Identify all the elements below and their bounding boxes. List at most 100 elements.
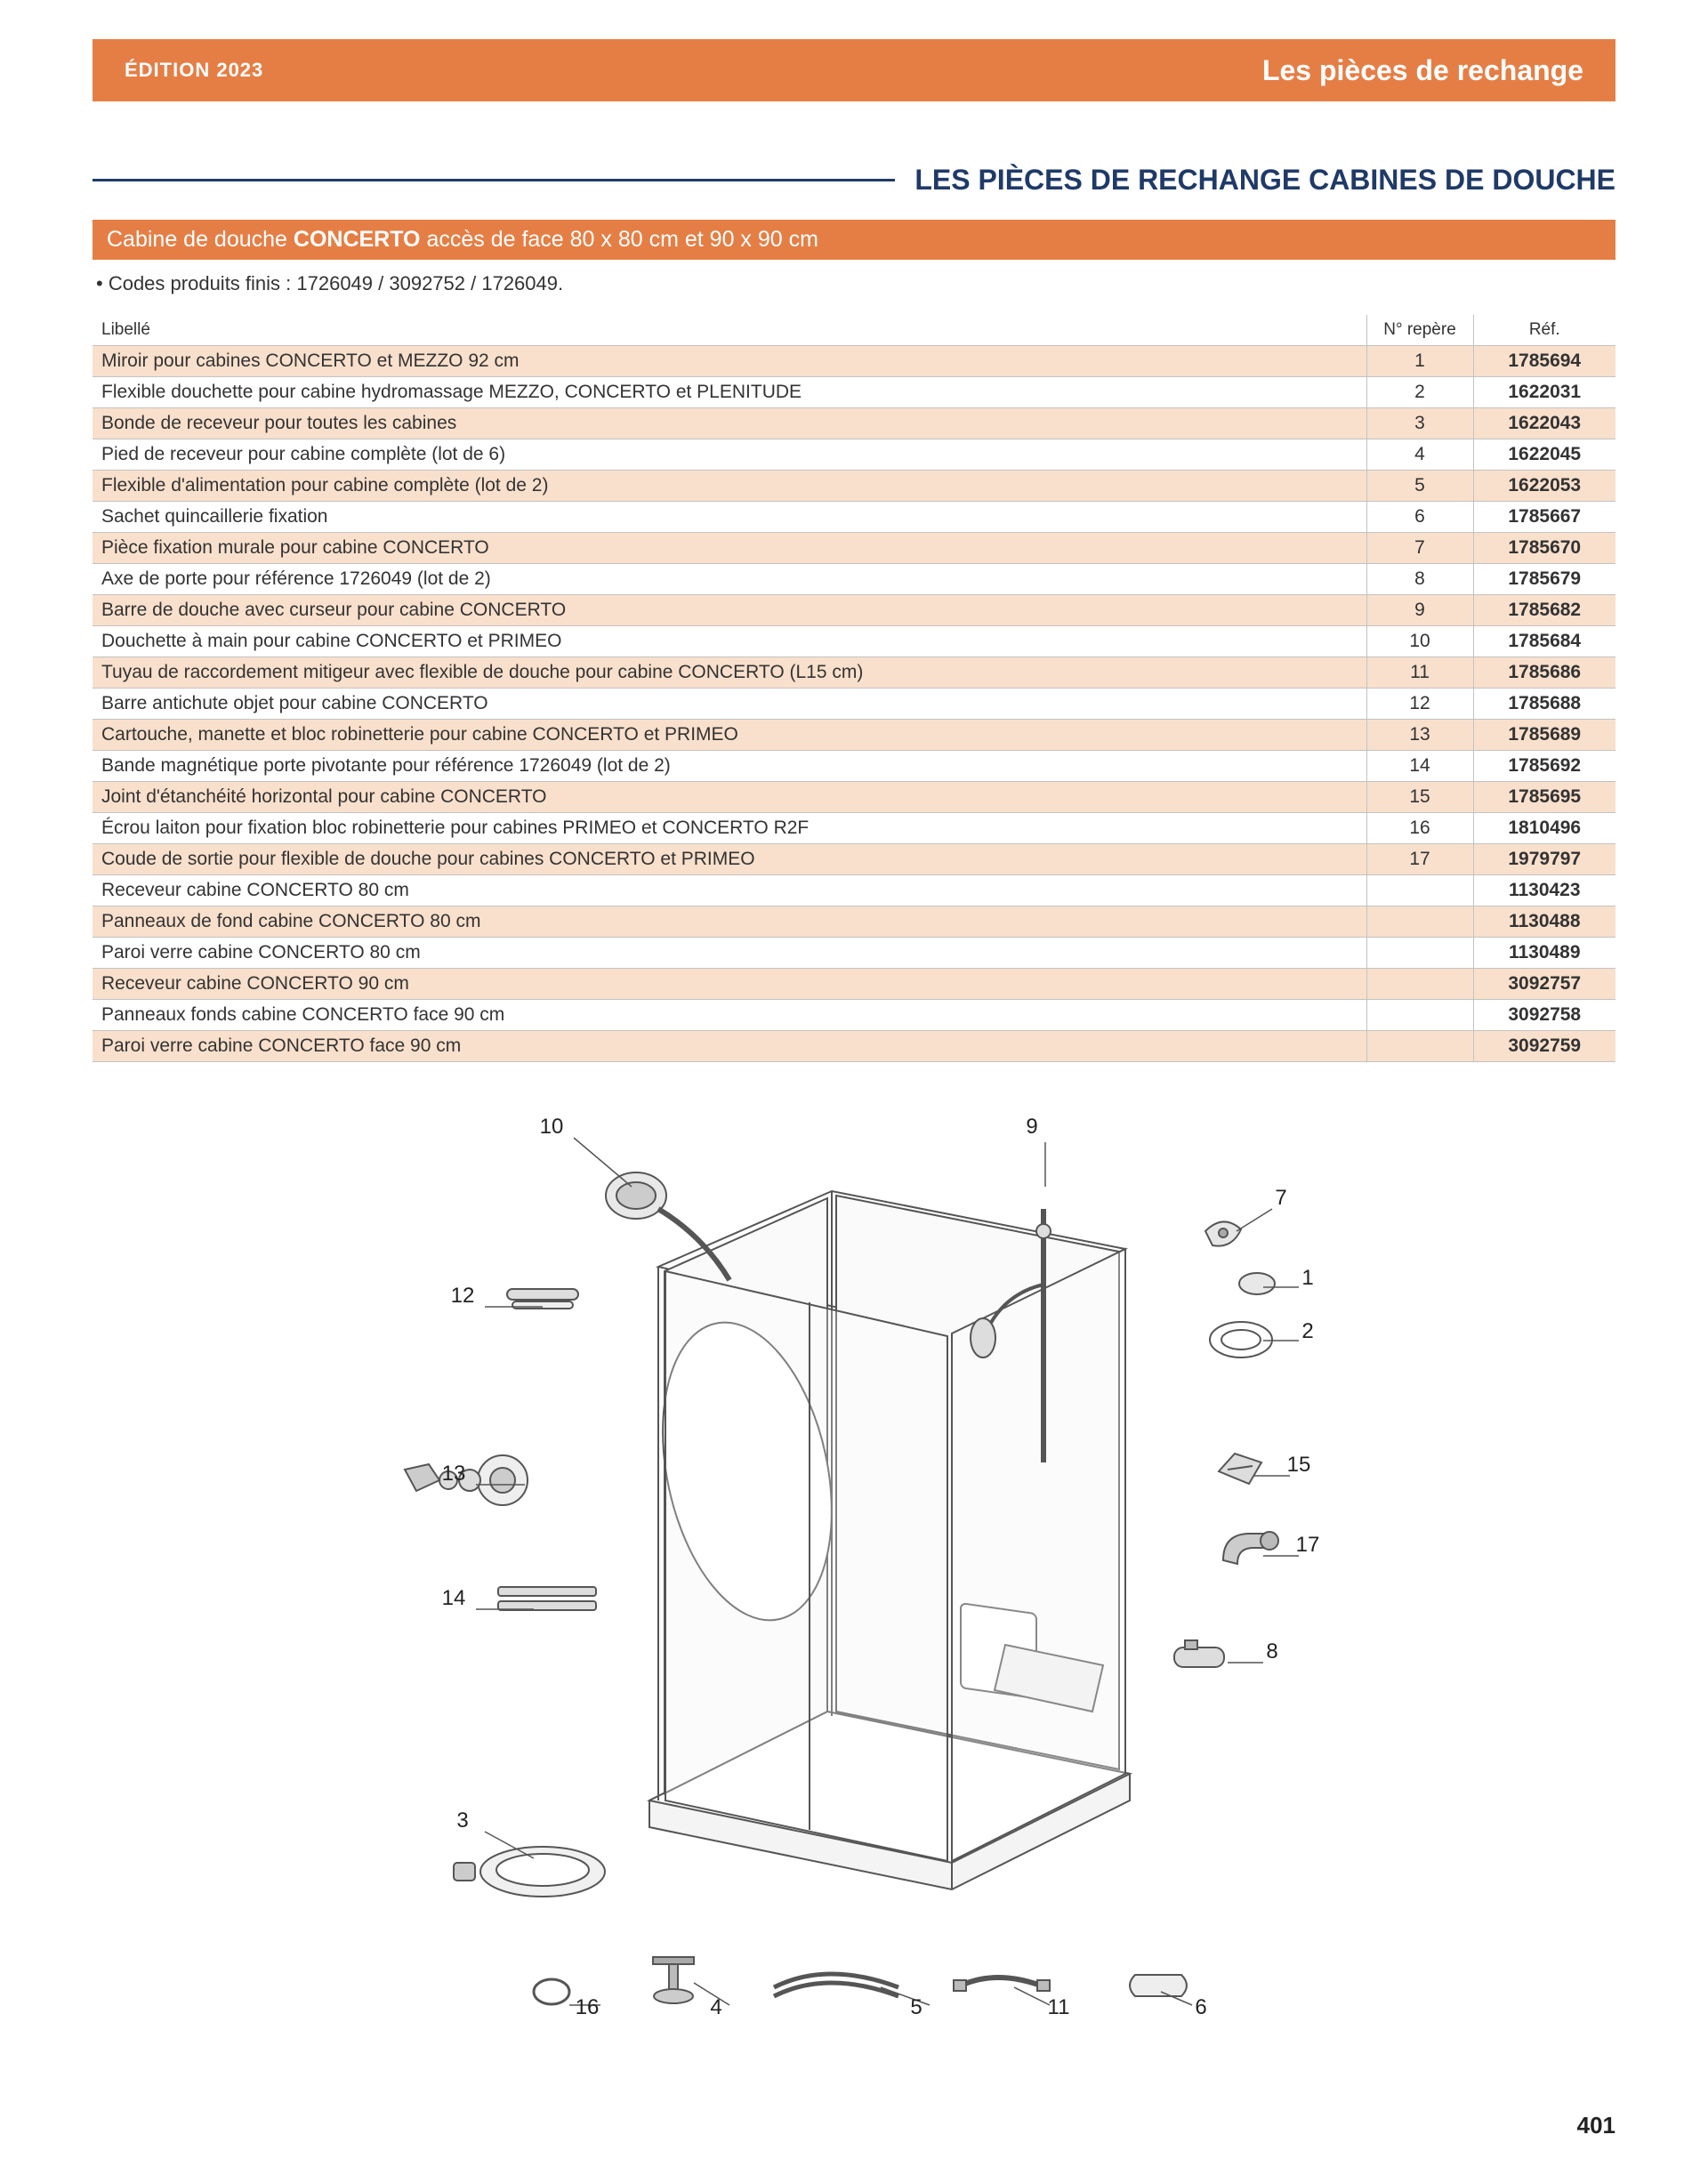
table-row: Cartouche, manette et bloc robinetterie … xyxy=(93,720,1615,751)
cell-nrep xyxy=(1366,938,1473,969)
subtitle-suffix: accès de face 80 x 80 cm et 90 x 90 cm xyxy=(421,227,818,252)
table-row: Flexible d'alimentation pour cabine comp… xyxy=(93,471,1615,502)
cell-nrep: 12 xyxy=(1366,689,1473,720)
diagram-label: 12 xyxy=(451,1284,475,1308)
table-row: Bonde de receveur pour toutes les cabine… xyxy=(93,408,1615,439)
cell-label: Receveur cabine CONCERTO 90 cm xyxy=(93,969,1366,1000)
cell-nrep: 17 xyxy=(1366,844,1473,875)
cell-label: Panneaux de fond cabine CONCERTO 80 cm xyxy=(93,906,1366,938)
cell-label: Sachet quincaillerie fixation xyxy=(93,502,1366,533)
cell-ref: 1979797 xyxy=(1473,844,1615,875)
cell-nrep: 9 xyxy=(1366,595,1473,626)
table-row: Receveur cabine CONCERTO 90 cm 3092757 xyxy=(93,969,1615,1000)
parts-table: Libellé N° repère Réf. Miroir pour cabin… xyxy=(93,315,1615,1062)
section-rule xyxy=(93,179,895,181)
cell-ref: 1785684 xyxy=(1473,626,1615,657)
table-row: Douchette à main pour cabine CONCERTO et… xyxy=(93,626,1615,657)
table-row: Tuyau de raccordement mitigeur avec flex… xyxy=(93,657,1615,689)
cell-label: Cartouche, manette et bloc robinetterie … xyxy=(93,720,1366,751)
cell-ref: 1785686 xyxy=(1473,657,1615,689)
exploded-diagram: 1097121213151714831645116 xyxy=(276,1089,1432,2085)
table-row: Panneaux fonds cabine CONCERTO face 90 c… xyxy=(93,1000,1615,1031)
subtitle-prefix: Cabine de douche xyxy=(107,227,294,252)
cell-nrep: 5 xyxy=(1366,471,1473,502)
cell-label: Barre de douche avec curseur pour cabine… xyxy=(93,595,1366,626)
cell-ref: 1785689 xyxy=(1473,720,1615,751)
diagram-label: 17 xyxy=(1296,1533,1320,1557)
cell-label: Bande magnétique porte pivotante pour ré… xyxy=(93,751,1366,782)
cell-nrep: 3 xyxy=(1366,408,1473,439)
cell-label: Coude de sortie pour flexible de douche … xyxy=(93,844,1366,875)
cell-ref: 1785679 xyxy=(1473,564,1615,595)
cell-ref: 3092759 xyxy=(1473,1031,1615,1062)
table-row: Bande magnétique porte pivotante pour ré… xyxy=(93,751,1615,782)
cell-ref: 1622053 xyxy=(1473,471,1615,502)
cell-label: Pièce fixation murale pour cabine CONCER… xyxy=(93,533,1366,564)
cell-ref: 3092757 xyxy=(1473,969,1615,1000)
cell-nrep: 10 xyxy=(1366,626,1473,657)
page-number: 401 xyxy=(93,2112,1615,2139)
cell-ref: 1785670 xyxy=(1473,533,1615,564)
cell-label: Flexible douchette pour cabine hydromass… xyxy=(93,377,1366,408)
cell-nrep xyxy=(1366,906,1473,938)
table-row: Barre de douche avec curseur pour cabine… xyxy=(93,595,1615,626)
cell-nrep: 13 xyxy=(1366,720,1473,751)
cell-ref: 1810496 xyxy=(1473,813,1615,844)
cell-nrep xyxy=(1366,875,1473,906)
table-row: Paroi verre cabine CONCERTO 80 cm 1130489 xyxy=(93,938,1615,969)
cell-label: Miroir pour cabines CONCERTO et MEZZO 92… xyxy=(93,346,1366,377)
diagram-label: 15 xyxy=(1287,1453,1311,1477)
table-row: Miroir pour cabines CONCERTO et MEZZO 92… xyxy=(93,346,1615,377)
cell-ref: 1622043 xyxy=(1473,408,1615,439)
product-codes: Codes produits finis : 1726049 / 3092752… xyxy=(96,272,1615,295)
cell-label: Axe de porte pour référence 1726049 (lot… xyxy=(93,564,1366,595)
cell-ref: 1622031 xyxy=(1473,377,1615,408)
cell-label: Panneaux fonds cabine CONCERTO face 90 c… xyxy=(93,1000,1366,1031)
diagram-label: 6 xyxy=(1195,1995,1206,2019)
cell-label: Joint d'étanchéité horizontal pour cabin… xyxy=(93,782,1366,813)
cell-nrep: 14 xyxy=(1366,751,1473,782)
cell-label: Écrou laiton pour fixation bloc robinett… xyxy=(93,813,1366,844)
header-bar: ÉDITION 2023 Les pièces de rechange xyxy=(93,39,1615,101)
table-row: Axe de porte pour référence 1726049 (lot… xyxy=(93,564,1615,595)
cell-nrep xyxy=(1366,969,1473,1000)
diagram-label: 11 xyxy=(1048,1995,1070,2019)
table-row: Coude de sortie pour flexible de douche … xyxy=(93,844,1615,875)
cell-ref: 1785692 xyxy=(1473,751,1615,782)
cell-ref: 1785667 xyxy=(1473,502,1615,533)
cell-ref: 1785694 xyxy=(1473,346,1615,377)
table-row: Sachet quincaillerie fixation61785667 xyxy=(93,502,1615,533)
table-row: Barre antichute objet pour cabine CONCER… xyxy=(93,689,1615,720)
cell-nrep: 1 xyxy=(1366,346,1473,377)
cell-label: Pied de receveur pour cabine complète (l… xyxy=(93,439,1366,471)
cell-nrep: 2 xyxy=(1366,377,1473,408)
cell-label: Paroi verre cabine CONCERTO 80 cm xyxy=(93,938,1366,969)
cell-ref: 1130489 xyxy=(1473,938,1615,969)
diagram-label: 16 xyxy=(576,1995,600,2019)
breadcrumb: Les pièces de rechange xyxy=(1262,54,1583,87)
subtitle-bar: Cabine de douche CONCERTO accès de face … xyxy=(93,220,1615,260)
col-label: Libellé xyxy=(93,315,1366,346)
cell-ref: 1622045 xyxy=(1473,439,1615,471)
cell-nrep: 4 xyxy=(1366,439,1473,471)
table-row: Pied de receveur pour cabine complète (l… xyxy=(93,439,1615,471)
subtitle-product: CONCERTO xyxy=(294,227,421,252)
cell-nrep: 15 xyxy=(1366,782,1473,813)
table-row: Paroi verre cabine CONCERTO face 90 cm30… xyxy=(93,1031,1615,1062)
cell-nrep: 6 xyxy=(1366,502,1473,533)
cell-label: Flexible d'alimentation pour cabine comp… xyxy=(93,471,1366,502)
cell-ref: 3092758 xyxy=(1473,1000,1615,1031)
cell-nrep: 7 xyxy=(1366,533,1473,564)
cell-label: Douchette à main pour cabine CONCERTO et… xyxy=(93,626,1366,657)
cell-label: Bonde de receveur pour toutes les cabine… xyxy=(93,408,1366,439)
diagram-label: 7 xyxy=(1275,1186,1286,1210)
table-row: Panneaux de fond cabine CONCERTO 80 cm11… xyxy=(93,906,1615,938)
table-row: Pièce fixation murale pour cabine CONCER… xyxy=(93,533,1615,564)
diagram-label: 3 xyxy=(456,1808,468,1833)
cell-ref: 1785688 xyxy=(1473,689,1615,720)
cell-nrep: 11 xyxy=(1366,657,1473,689)
diagram-label: 2 xyxy=(1301,1319,1313,1343)
table-row: Joint d'étanchéité horizontal pour cabin… xyxy=(93,782,1615,813)
diagram-label: 13 xyxy=(442,1462,466,1486)
edition-label: ÉDITION 2023 xyxy=(125,59,263,82)
